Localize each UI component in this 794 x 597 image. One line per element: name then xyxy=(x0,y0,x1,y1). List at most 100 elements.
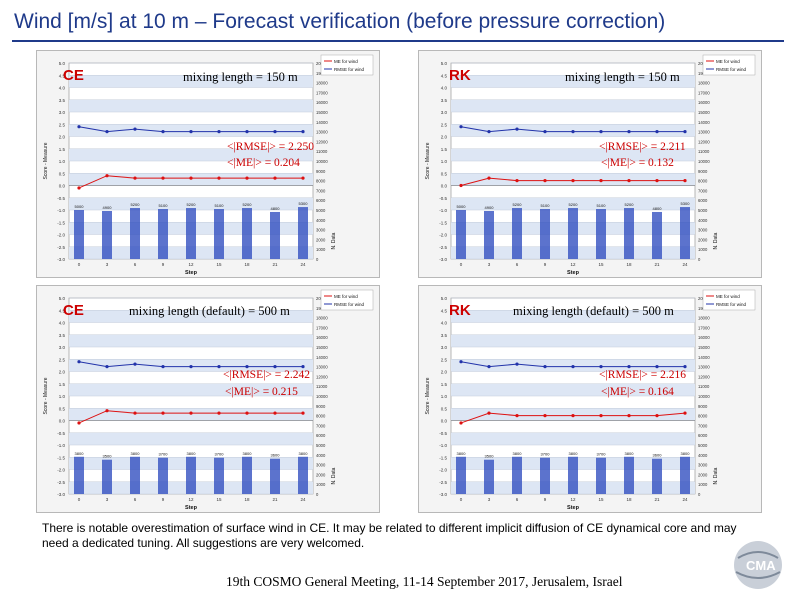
series-point xyxy=(301,365,305,369)
series-point xyxy=(571,179,575,183)
legend-box xyxy=(702,289,756,311)
data-count-bar xyxy=(512,208,522,259)
series-point xyxy=(683,365,687,369)
series-point xyxy=(571,130,575,134)
series-point xyxy=(487,176,491,180)
grid-band xyxy=(69,310,313,323)
series-point xyxy=(515,179,519,183)
x-tick-label: 9 xyxy=(162,497,165,502)
data-count-bar xyxy=(242,456,252,494)
y2-tick-label: 0 xyxy=(698,257,701,262)
y-tick-label: 1.0 xyxy=(59,394,66,399)
y-tick-label: 0.5 xyxy=(59,171,66,176)
y-tick-label: -2.0 xyxy=(57,233,65,238)
data-count-bar xyxy=(298,456,308,494)
y-tick-label: -2.5 xyxy=(439,480,447,485)
grid-band xyxy=(69,334,313,347)
y-tick-label: 0.0 xyxy=(59,184,66,189)
series-point xyxy=(683,411,687,415)
y-tick-label: 2.5 xyxy=(59,357,66,362)
x-tick-label: 12 xyxy=(570,497,576,502)
organization-logo: CMA xyxy=(732,538,788,592)
y-tick-label: -1.5 xyxy=(439,455,447,460)
y2-tick-label: 1000 xyxy=(698,482,708,487)
x-tick-label: 3 xyxy=(106,497,109,502)
y-tick-label: -1.5 xyxy=(439,220,447,225)
data-count-bar xyxy=(298,207,308,259)
x-tick-label: 24 xyxy=(682,262,688,267)
x-axis-label: Step xyxy=(185,505,198,511)
bar-value-label: 3800 xyxy=(625,451,635,456)
series-point xyxy=(599,130,603,134)
bar-value-label: 3500 xyxy=(485,454,495,459)
y2-tick-label: 0 xyxy=(316,257,319,262)
series-point xyxy=(189,411,193,415)
y-axis-label: Score - Measure xyxy=(425,377,431,414)
data-count-bar xyxy=(214,209,224,259)
x-tick-label: 12 xyxy=(188,262,194,267)
x-tick-label: 21 xyxy=(272,497,278,502)
series-point xyxy=(273,176,277,180)
y-tick-label: -1.0 xyxy=(439,443,447,448)
data-count-bar xyxy=(102,459,112,494)
bar-value-label: 3800 xyxy=(75,451,85,456)
y-tick-label: 4.5 xyxy=(59,73,66,78)
y-tick-label: 2.0 xyxy=(59,370,66,375)
footer-text: 19th COSMO General Meeting, 11-14 Septem… xyxy=(226,574,623,589)
data-count-bar xyxy=(540,457,550,494)
series-point xyxy=(273,130,277,134)
grid-band xyxy=(69,432,313,445)
series-point xyxy=(245,176,249,180)
y-tick-label: 2.5 xyxy=(59,122,66,127)
y-tick-label: -1.5 xyxy=(57,220,65,225)
y2-tick-label: 8000 xyxy=(316,179,326,184)
bar-value-label: 5200 xyxy=(243,202,253,207)
x-tick-label: 3 xyxy=(488,497,491,502)
page-title: Wind [m/s] at 10 m – Forecast verificati… xyxy=(14,10,666,33)
x-tick-label: 21 xyxy=(654,497,660,502)
y2-tick-label: 17000 xyxy=(698,90,710,95)
data-count-bar xyxy=(130,456,140,494)
x-tick-label: 3 xyxy=(488,262,491,267)
data-count-bar xyxy=(186,456,196,494)
series-point xyxy=(627,130,631,134)
y2-tick-label: 18000 xyxy=(698,81,710,86)
y-tick-label: -2.0 xyxy=(439,468,447,473)
logo-text: CMA xyxy=(746,558,776,573)
y2-tick-label: 2000 xyxy=(316,472,326,477)
y2-tick-label: 11000 xyxy=(698,384,710,389)
series-point xyxy=(571,365,575,369)
data-count-bar xyxy=(186,208,196,259)
y2-tick-label: 11000 xyxy=(316,149,328,154)
y2-axis-label: N. Data xyxy=(331,467,337,484)
y2-tick-label: 15000 xyxy=(698,110,710,115)
series-point xyxy=(515,362,519,366)
y2-tick-label: 8000 xyxy=(316,414,326,419)
panel-me-label: <|ME|> = 0.204 xyxy=(227,157,300,169)
y2-tick-label: 7000 xyxy=(698,188,708,193)
y2-tick-label: 16000 xyxy=(698,100,710,105)
y-tick-label: 3.0 xyxy=(441,345,448,350)
x-axis-label: Step xyxy=(567,505,580,511)
y2-tick-label: 1000 xyxy=(316,482,326,487)
series-point xyxy=(301,176,305,180)
grid-band xyxy=(451,383,695,396)
y2-tick-label: 4000 xyxy=(698,218,708,223)
x-tick-label: 0 xyxy=(460,262,463,267)
y-tick-label: 5.0 xyxy=(441,296,448,301)
series-point xyxy=(655,130,659,134)
x-tick-label: 9 xyxy=(544,262,547,267)
y-tick-label: 3.5 xyxy=(441,333,448,338)
y2-tick-label: 0 xyxy=(316,492,319,497)
legend-label: ME for wind xyxy=(334,59,358,64)
x-tick-label: 9 xyxy=(544,497,547,502)
y2-tick-label: 8000 xyxy=(698,179,708,184)
series-point xyxy=(273,365,277,369)
y2-tick-label: 13000 xyxy=(698,130,710,135)
y2-tick-label: 10000 xyxy=(316,394,328,399)
y-tick-label: -2.5 xyxy=(439,245,447,250)
legend-label: RMSE for wind xyxy=(334,67,365,72)
y2-tick-label: 15000 xyxy=(316,110,328,115)
series-point xyxy=(655,179,659,183)
y-tick-label: 1.5 xyxy=(59,382,66,387)
